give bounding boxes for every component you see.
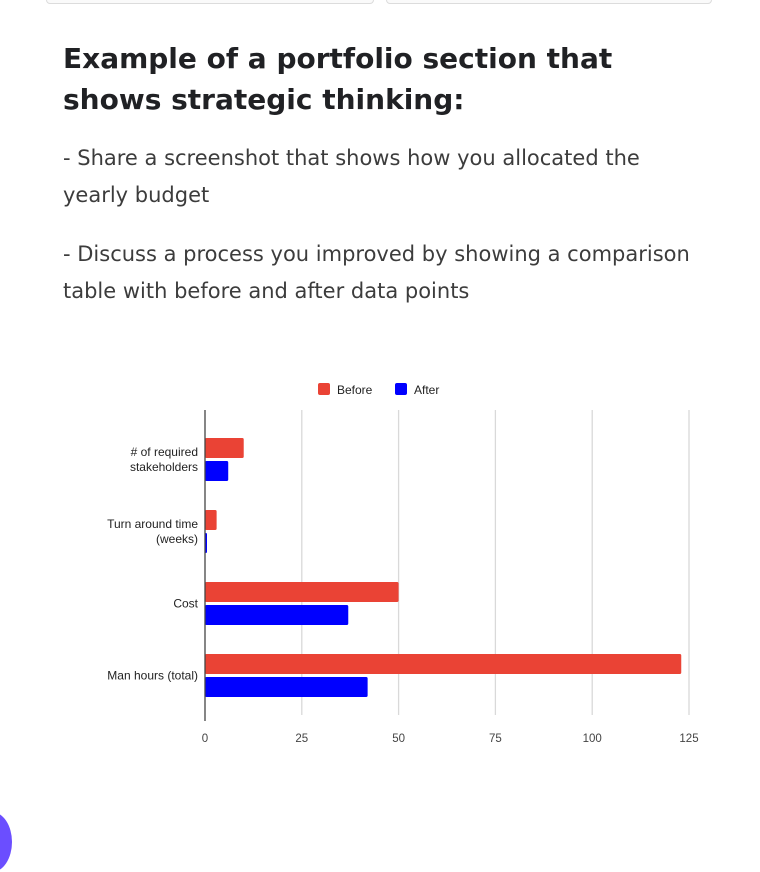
category-label: stakeholders (130, 460, 198, 474)
x-tick-label: 0 (202, 733, 208, 745)
bar-before (205, 510, 217, 530)
x-tick-label: 50 (392, 733, 405, 745)
category-label: (weeks) (156, 532, 198, 546)
paragraph-process: - Discuss a process you improved by show… (63, 242, 690, 303)
legend-swatch-after (395, 383, 407, 395)
bar-before (205, 582, 399, 602)
bar-before (205, 654, 682, 674)
category-label: Turn around time (107, 517, 198, 531)
x-tick-label: 25 (295, 733, 308, 745)
x-tick-label: 75 (489, 733, 502, 745)
legend-label-before: Before (337, 383, 373, 397)
paragraph-budget: - Share a screenshot that shows how you … (63, 146, 640, 207)
bar-after (205, 461, 229, 481)
x-tick-label: 125 (679, 733, 698, 745)
category-label: # of required (131, 445, 198, 459)
bar-after (205, 605, 349, 625)
category-label: Cost (173, 597, 198, 611)
x-tick-label: 100 (583, 733, 602, 745)
legend-label-after: After (414, 383, 439, 397)
bar-before (205, 438, 244, 458)
bar-after (205, 677, 368, 697)
category-label: Man hours (total) (107, 669, 198, 683)
page-heading: Example of a portfolio section that show… (63, 42, 613, 116)
legend-swatch-before (318, 383, 330, 395)
